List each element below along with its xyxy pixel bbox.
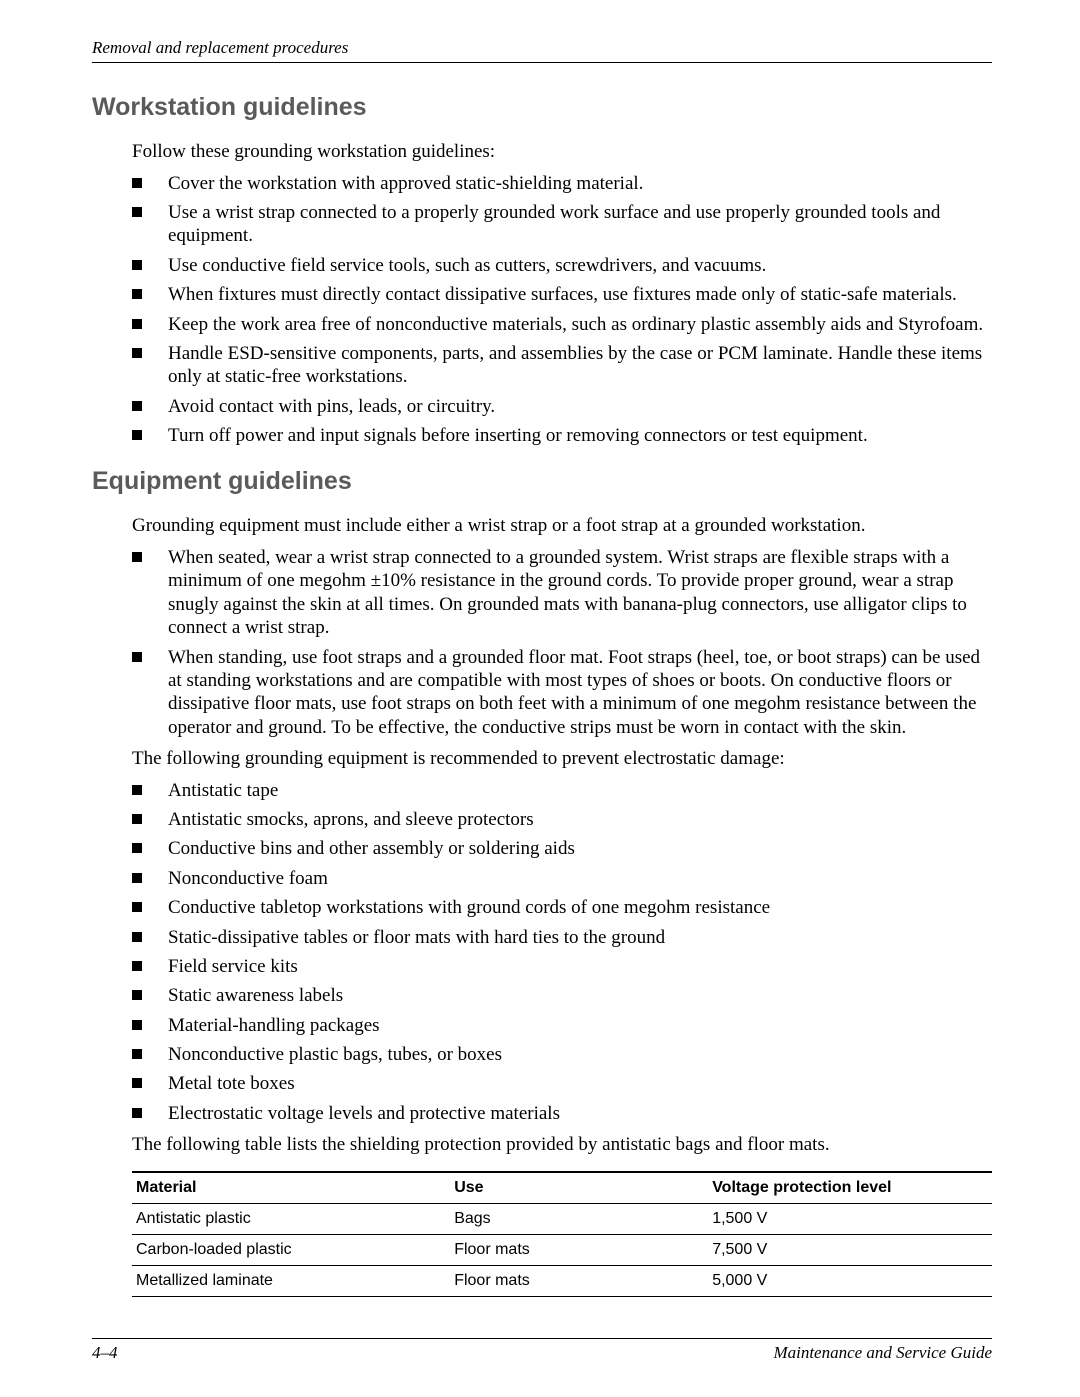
list-item: Use conductive field service tools, such… [132,254,992,277]
table-row: Metallized laminate Floor mats 5,000 V [132,1265,992,1296]
cell: Floor mats [450,1265,708,1296]
table-row: Antistatic plastic Bags 1,500 V [132,1203,992,1234]
header-rule [92,62,992,63]
page: Removal and replacement procedures Works… [0,0,1080,1397]
footer-rule [92,1338,992,1339]
list-item: Static-dissipative tables or floor mats … [132,926,992,949]
col-material: Material [132,1172,450,1204]
workstation-intro: Follow these grounding workstation guide… [132,140,992,164]
table-row: Carbon-loaded plastic Floor mats 7,500 V [132,1234,992,1265]
table-header-row: Material Use Voltage protection level [132,1172,992,1204]
cell: Bags [450,1203,708,1234]
list-item: Nonconductive foam [132,867,992,890]
cell: Floor mats [450,1234,708,1265]
heading-equipment: Equipment guidelines [92,467,992,496]
shielding-table: Material Use Voltage protection level An… [132,1171,992,1297]
heading-workstation: Workstation guidelines [92,93,992,122]
guide-title: Maintenance and Service Guide [773,1343,992,1363]
list-item: Electrostatic voltage levels and protect… [132,1102,992,1125]
list-item: When fixtures must directly contact diss… [132,283,992,306]
list-item: Keep the work area free of nonconductive… [132,313,992,336]
list-item: Turn off power and input signals before … [132,424,992,447]
cell: Carbon-loaded plastic [132,1234,450,1265]
list-item: When seated, wear a wrist strap connecte… [132,546,992,639]
equipment-para3: The following table lists the shielding … [132,1133,992,1157]
cell: 5,000 V [708,1265,992,1296]
cell: 1,500 V [708,1203,992,1234]
col-voltage: Voltage protection level [708,1172,992,1204]
list-item: Nonconductive plastic bags, tubes, or bo… [132,1043,992,1066]
list-item: Conductive bins and other assembly or so… [132,837,992,860]
list-item: Use a wrist strap connected to a properl… [132,201,992,248]
equipment-list-1: When seated, wear a wrist strap connecte… [132,546,992,739]
list-item: Handle ESD-sensitive components, parts, … [132,342,992,389]
running-header: Removal and replacement procedures [92,38,992,58]
list-item: Conductive tabletop workstations with gr… [132,896,992,919]
col-use: Use [450,1172,708,1204]
list-item: Static awareness labels [132,984,992,1007]
list-item: Metal tote boxes [132,1072,992,1095]
equipment-intro: Grounding equipment must include either … [132,514,992,538]
list-item: Avoid contact with pins, leads, or circu… [132,395,992,418]
list-item: Field service kits [132,955,992,978]
page-number: 4–4 [92,1343,118,1363]
equipment-para2: The following grounding equipment is rec… [132,747,992,771]
list-item: Cover the workstation with approved stat… [132,172,992,195]
list-item: Antistatic tape [132,779,992,802]
equipment-list-2: Antistatic tape Antistatic smocks, apron… [132,779,992,1125]
list-item: Antistatic smocks, aprons, and sleeve pr… [132,808,992,831]
cell: Antistatic plastic [132,1203,450,1234]
page-footer: 4–4 Maintenance and Service Guide [92,1338,992,1363]
cell: 7,500 V [708,1234,992,1265]
list-item: Material-handling packages [132,1014,992,1037]
cell: Metallized laminate [132,1265,450,1296]
list-item: When standing, use foot straps and a gro… [132,646,992,739]
workstation-list: Cover the workstation with approved stat… [132,172,992,448]
